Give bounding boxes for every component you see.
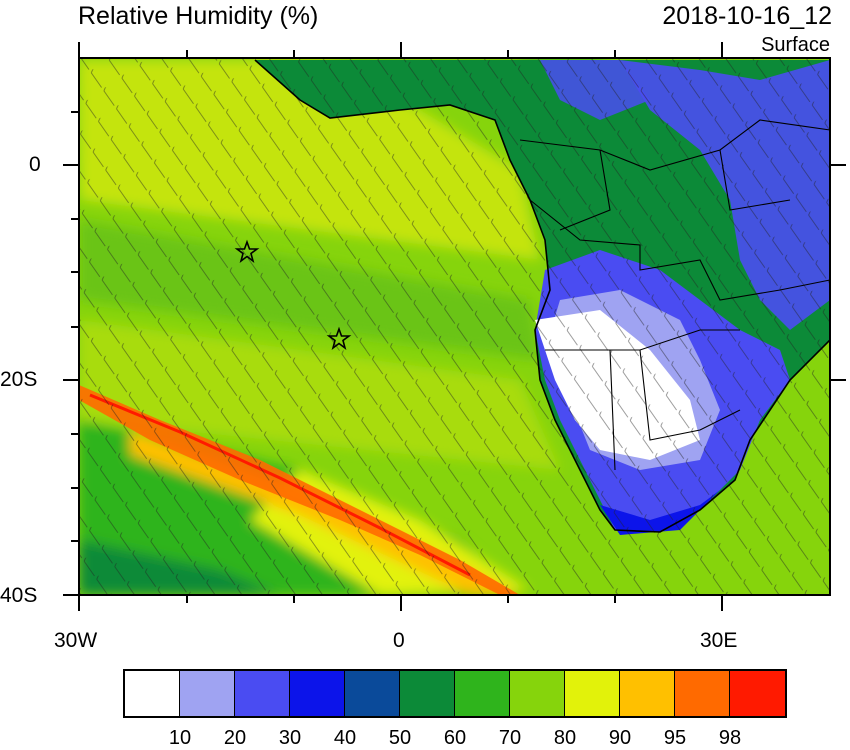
colorbar-swatch (620, 671, 675, 716)
station-star-1 (234, 239, 260, 264)
colorbar-swatch (455, 671, 510, 716)
axis-ticks (63, 42, 846, 611)
lon-label-30e: 30E (700, 629, 738, 652)
colorbar (123, 669, 787, 718)
colorbar-label: 95 (663, 727, 687, 749)
humidity-field (79, 58, 830, 595)
colorbar-swatch (730, 671, 785, 716)
level-label: Surface (761, 34, 830, 56)
colorbar-swatch (565, 671, 620, 716)
colorbar-swatch (235, 671, 290, 716)
lat-label-40s: 40S (0, 584, 38, 607)
lon-label-30w: 30W (54, 629, 98, 652)
colorbar-label: 50 (388, 727, 412, 749)
valid-time: 2018-10-16_12 (662, 2, 832, 30)
colorbar-swatch (345, 671, 400, 716)
colorbar-swatch (675, 671, 730, 716)
colorbar-label: 10 (168, 727, 192, 749)
colorbar-label: 70 (498, 727, 522, 749)
colorbar-label: 30 (278, 727, 302, 749)
colorbar-swatch (290, 671, 345, 716)
colorbar-label: 40 (333, 727, 357, 749)
colorbar-label: 20 (223, 727, 247, 749)
colorbar-label: 98 (718, 727, 742, 749)
lat-label-20s: 20S (0, 368, 38, 391)
map-title: Relative Humidity (%) (78, 2, 319, 30)
colorbar-label: 80 (553, 727, 577, 749)
colorbar-swatch (125, 671, 180, 716)
colorbar-label: 60 (443, 727, 467, 749)
colorbar-swatch (180, 671, 235, 716)
colorbar-label: 90 (608, 727, 632, 749)
colorbar-swatch (510, 671, 565, 716)
lon-label-0: 0 (393, 629, 405, 652)
colorbar-swatch (400, 671, 455, 716)
lat-label-0: 0 (29, 153, 41, 176)
station-star-2 (326, 326, 352, 351)
